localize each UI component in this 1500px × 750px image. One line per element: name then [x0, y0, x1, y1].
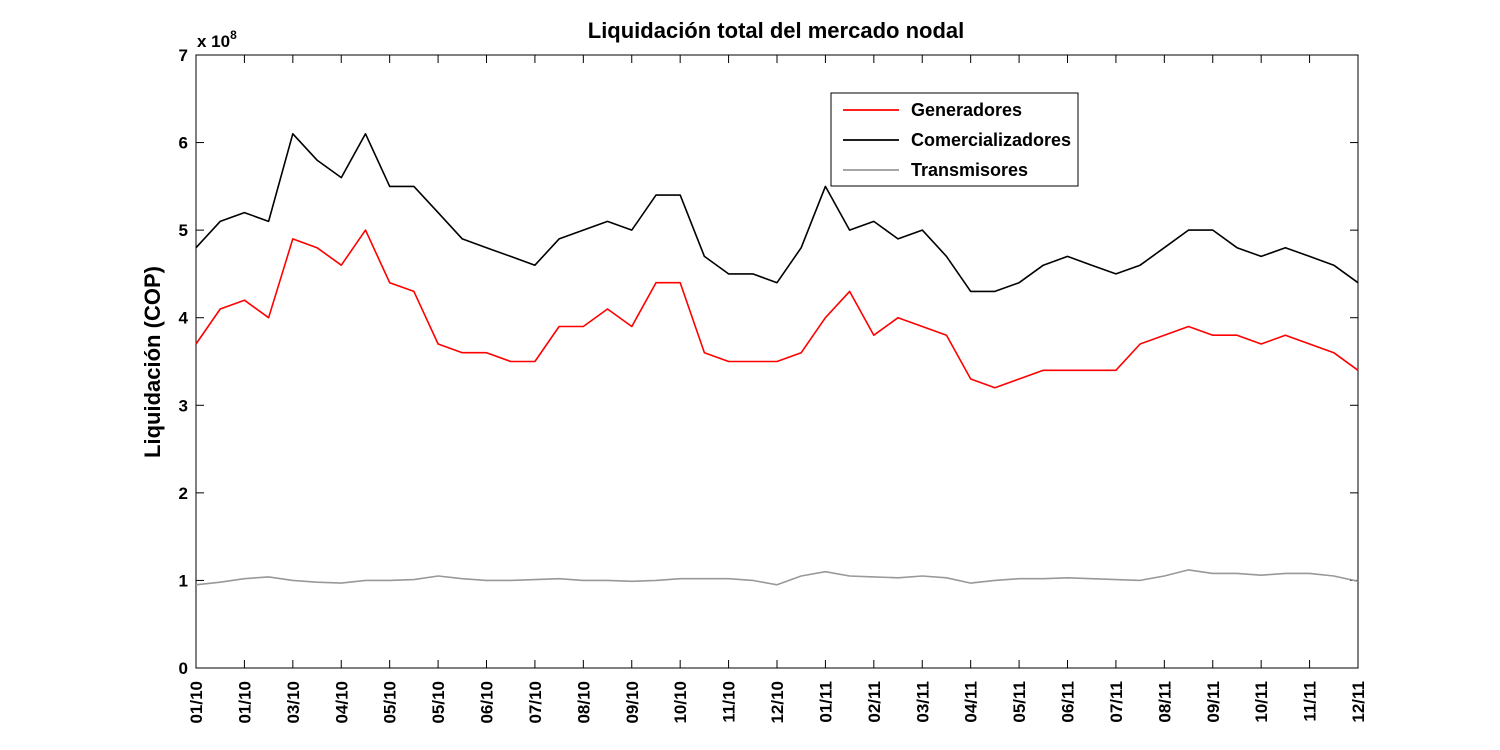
x-tick-label: 09/11 — [1204, 681, 1223, 723]
legend-label: Comercializadores — [911, 130, 1071, 150]
x-tick-label: 06/11 — [1059, 681, 1078, 723]
y-tick-label: 7 — [179, 46, 188, 65]
x-tick-label: 12/11 — [1349, 681, 1368, 723]
legend-label: Generadores — [911, 100, 1022, 120]
x-tick-label: 03/10 — [284, 681, 303, 724]
x-tick-label: 05/11 — [1010, 681, 1029, 723]
x-tick-label: 10/11 — [1252, 681, 1271, 723]
legend-label: Transmisores — [911, 160, 1028, 180]
x-tick-label: 01/11 — [816, 681, 835, 723]
x-tick-label: 03/11 — [913, 681, 932, 723]
y-axis-exponent: x 108 — [197, 28, 237, 51]
x-tick-label: 11/11 — [1301, 681, 1320, 722]
y-axis-label: Liquidación (COP) — [140, 266, 165, 458]
x-tick-label: 02/11 — [865, 681, 884, 723]
x-tick-label: 05/10 — [381, 681, 400, 724]
y-tick-label: 5 — [179, 221, 188, 240]
y-tick-label: 4 — [179, 309, 189, 328]
x-tick-label: 01/10 — [187, 681, 206, 724]
chart-title: Liquidación total del mercado nodal — [588, 18, 964, 43]
x-tick-label: 09/10 — [623, 681, 642, 724]
x-tick-label: 05/10 — [429, 681, 448, 724]
series-line-generadores — [195, 229, 1359, 389]
y-tick-label: 0 — [179, 659, 188, 678]
y-tick-label: 3 — [179, 396, 188, 415]
x-tick-label: 04/10 — [332, 681, 351, 724]
y-tick-label: 1 — [179, 571, 188, 590]
series-line-comercializadores — [195, 133, 1359, 293]
x-tick-label: 12/10 — [768, 681, 787, 724]
x-tick-label: 10/10 — [671, 681, 690, 724]
x-tick-label: 08/11 — [1155, 681, 1174, 723]
plot-area: 0 1 2 3 4 5 6 7 01/10 01/10 03/10 04/10 05/10 05/10 06… — [179, 46, 1368, 724]
x-tick-label: 04/11 — [962, 681, 981, 723]
y-tick-label: 2 — [179, 484, 188, 503]
legend: Generadores Comercializadores Transmisores — [830, 92, 1079, 187]
y-tick-label: 6 — [179, 134, 188, 153]
x-tick-label: 01/10 — [235, 681, 254, 724]
x-tick-label: 07/10 — [526, 681, 545, 724]
x-tick-label: 08/10 — [574, 681, 593, 724]
x-tick-label: 07/11 — [1107, 681, 1126, 723]
series-line-transmisores — [195, 569, 1359, 586]
x-tick-label: 06/10 — [478, 681, 497, 724]
x-tick-label: 11/10 — [720, 681, 739, 723]
